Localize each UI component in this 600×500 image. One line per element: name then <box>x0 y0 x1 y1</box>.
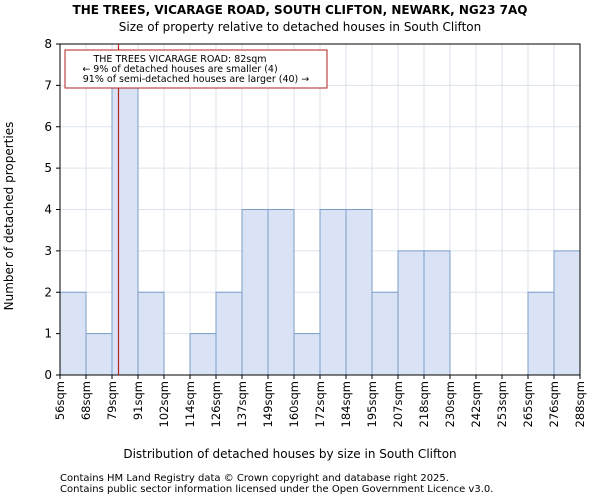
x-axis-ticks: 56sqm 68sqm 79sqm 91sqm 102sqm 114sqm 126sqm 13… <box>53 375 587 427</box>
bar-137sqm <box>241 209 269 376</box>
x-tick-label-149sqm: 149sqm <box>261 381 275 427</box>
y-tick-label-6: 6 <box>44 120 52 134</box>
x-tick-label-184sqm: 184sqm <box>339 381 353 427</box>
annotation-line-2: ← 9% of detached houses are smaller (4) <box>82 64 277 75</box>
footer-line-1: Contains HM Land Registry data © Crown c… <box>60 473 449 484</box>
y-tick-label-4: 4 <box>44 203 52 217</box>
annotation-line-3: 91% of semi-detached houses are larger (… <box>83 74 310 85</box>
bar-149sqm <box>267 209 295 376</box>
x-tick-label-172sqm: 172sqm <box>313 381 327 427</box>
bar-126sqm <box>215 291 243 376</box>
x-tick-label-114sqm: 114sqm <box>183 381 197 427</box>
x-tick-label-91sqm: 91sqm <box>131 381 145 420</box>
chart-subtitle: Size of property relative to detached ho… <box>119 20 481 34</box>
bar-207sqm <box>397 250 425 376</box>
y-tick-label-7: 7 <box>44 78 52 92</box>
annotation-line-1: THE TREES VICARAGE ROAD: 82sqm <box>92 54 266 65</box>
x-tick-label-276sqm: 276sqm <box>547 381 561 427</box>
x-tick-label-265sqm: 265sqm <box>521 381 535 427</box>
bar-56sqm <box>59 291 87 376</box>
x-tick-label-126sqm: 126sqm <box>209 381 223 427</box>
y-tick-label-5: 5 <box>44 161 52 175</box>
annotation-frame <box>64 49 328 89</box>
y-tick-label-3: 3 <box>44 244 52 258</box>
y-tick-label-1: 1 <box>44 327 52 341</box>
x-tick-label-102sqm: 102sqm <box>157 381 171 427</box>
bar-276sqm <box>553 250 581 376</box>
x-tick-label-79sqm: 79sqm <box>105 381 119 420</box>
bar-172sqm <box>319 209 347 376</box>
x-tick-label-160sqm: 160sqm <box>287 381 301 427</box>
x-tick-label-207sqm: 207sqm <box>391 381 405 427</box>
x-tick-label-56sqm: 56sqm <box>53 381 67 420</box>
chart-title: THE TREES, VICARAGE ROAD, SOUTH CLIFTON,… <box>73 3 528 17</box>
y-axis-label: Number of detached properties <box>2 122 16 311</box>
x-tick-label-230sqm: 230sqm <box>443 381 457 427</box>
y-tick-label-0: 0 <box>44 368 52 382</box>
y-tick-label-2: 2 <box>44 285 52 299</box>
x-tick-label-137sqm: 137sqm <box>235 381 249 427</box>
x-axis-label: Distribution of detached houses by size … <box>123 447 456 461</box>
bar-68sqm <box>85 333 113 376</box>
footer-line-2: Contains public sector information licen… <box>60 484 494 495</box>
bar-91sqm <box>137 291 165 376</box>
bar-265sqm <box>527 291 555 376</box>
bar-79sqm <box>111 84 139 376</box>
x-tick-label-218sqm: 218sqm <box>417 381 431 427</box>
y-axis-ticks: 0 1 2 3 4 5 6 7 8 <box>44 37 60 382</box>
bar-160sqm <box>293 333 321 376</box>
x-tick-label-242sqm: 242sqm <box>469 381 483 427</box>
bars <box>59 84 581 376</box>
x-tick-label-195sqm: 195sqm <box>365 381 379 427</box>
bar-218sqm <box>423 250 451 376</box>
bar-195sqm <box>371 291 399 376</box>
x-tick-label-253sqm: 253sqm <box>495 381 509 427</box>
x-tick-label-68sqm: 68sqm <box>79 381 93 420</box>
bar-184sqm <box>345 209 373 376</box>
annotation-box: THE TREES VICARAGE ROAD: 82sqm ← 9% of d… <box>64 49 328 89</box>
y-tick-label-8: 8 <box>44 37 52 51</box>
x-tick-label-288sqm: 288sqm <box>573 381 587 427</box>
bar-114sqm <box>189 333 217 376</box>
